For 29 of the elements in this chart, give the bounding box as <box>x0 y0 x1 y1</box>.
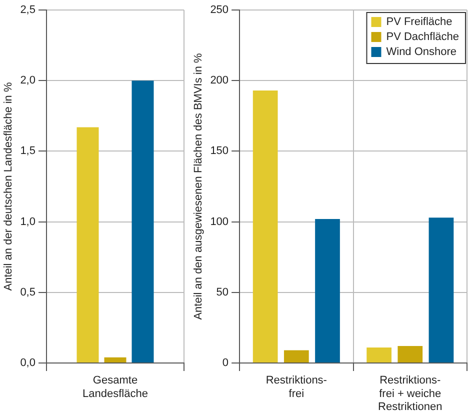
bar <box>366 347 392 362</box>
x-tick-label: Restriktions- frei + weiche Restriktionen <box>378 374 442 414</box>
y-tick-label: 1,0 <box>20 216 36 228</box>
legend-label: PV Freifläche <box>386 16 452 28</box>
bar <box>252 90 278 362</box>
y-axis-title: Anteil an der deutschen Landesfläche in % <box>2 82 15 291</box>
y-tick-label: 250 <box>210 4 229 16</box>
legend-label: Wind Onshore <box>386 46 457 58</box>
bar <box>132 80 154 362</box>
y-tick-label: 200 <box>210 74 229 87</box>
y-tick-label: 0,5 <box>20 286 36 298</box>
y-tick-label: 50 <box>216 286 229 298</box>
y-tick-label: 2,5 <box>20 4 36 16</box>
y-tick-label: 2,0 <box>20 74 36 87</box>
bar <box>76 127 99 362</box>
y-tick-label: 0,0 <box>20 357 36 370</box>
y-tick-label: 1,5 <box>20 145 36 158</box>
bar <box>428 218 454 362</box>
x-tick-label: Restriktions- frei <box>266 374 328 400</box>
legend-label: PV Dachfläche <box>386 31 460 44</box>
y-tick-label: 150 <box>210 145 229 158</box>
y-axis-title: Anteil an den ausgewiesenen Flächen des BMVIs in % <box>192 52 205 320</box>
y-tick-label: 0 <box>222 357 229 370</box>
bar <box>398 346 423 362</box>
x-tick-label: Gesamte Landesfläche <box>82 374 148 400</box>
bar <box>104 357 126 362</box>
y-tick-label: 100 <box>210 216 229 228</box>
bar <box>284 350 309 362</box>
bar <box>315 218 340 362</box>
